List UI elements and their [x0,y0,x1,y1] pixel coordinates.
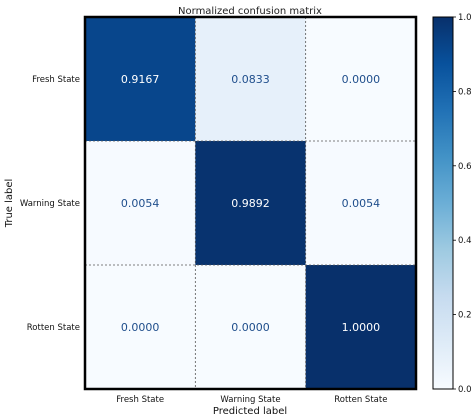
heatmap-cell-r1-c2 [305,141,416,265]
cell-value-label: 0.0054 [121,197,160,210]
cell-value-label: 1.0000 [342,321,381,334]
heatmap-cell-r2-c2 [305,265,416,389]
y-tick-labels: Fresh State Warning State Rotten State [20,75,80,333]
colorbar-ticks: 0.0 0.2 0.4 0.6 0.8 1.0 [453,13,472,395]
heatmap-cell-r2-c0 [85,265,196,389]
cell-value-label: 0.9167 [121,73,160,86]
cell-value-label: 0.0000 [121,321,160,334]
x-axis-label: Predicted label [213,406,287,417]
x-tick-labels: Fresh State Warning State Rotten State [116,395,387,405]
heatmap-cells: 0.9167 0.0833 0.0000 0.0054 0.9892 0.0054 0.00… [85,17,416,389]
y-tick-label: Warning State [20,199,80,209]
y-axis-label: True label [4,179,15,229]
heatmap-cell-r1-c1 [195,141,306,265]
x-tick-label: Warning State [220,395,280,405]
colorbar-tick-label: 0.2 [458,311,472,321]
chart-title: Normalized confusion matrix [178,6,322,17]
cell-value-label: 0.0000 [231,321,270,334]
y-tick-label: Fresh State [32,75,80,85]
plot-frame [83,15,418,391]
cell-value-label: 0.0833 [231,73,270,86]
cell-value-label: 0.0054 [342,197,381,210]
heatmap-cell-r0-c2 [305,17,416,141]
colorbar [432,16,454,390]
heatmap-gridlines [85,17,416,389]
heatmap-cell-r0-c1 [195,17,306,141]
colorbar-tick-label: 0.8 [458,87,472,97]
heatmap-cell-r2-c1 [195,265,306,389]
colorbar-tick-label: 0.0 [458,385,472,395]
x-tick-label: Fresh State [116,395,164,405]
y-tick-label: Rotten State [27,323,80,333]
x-tick-label: Rotten State [334,395,387,405]
colorbar-tick-label: 0.6 [458,162,472,172]
heatmap-cell-r1-c0 [85,141,196,265]
cell-value-label: 0.9892 [231,197,270,210]
colorbar-tick-label: 0.4 [458,236,472,246]
colorbar-tick-label: 1.0 [458,13,472,23]
heatmap-cell-r0-c0 [85,17,196,141]
cell-value-label: 0.0000 [342,73,381,86]
